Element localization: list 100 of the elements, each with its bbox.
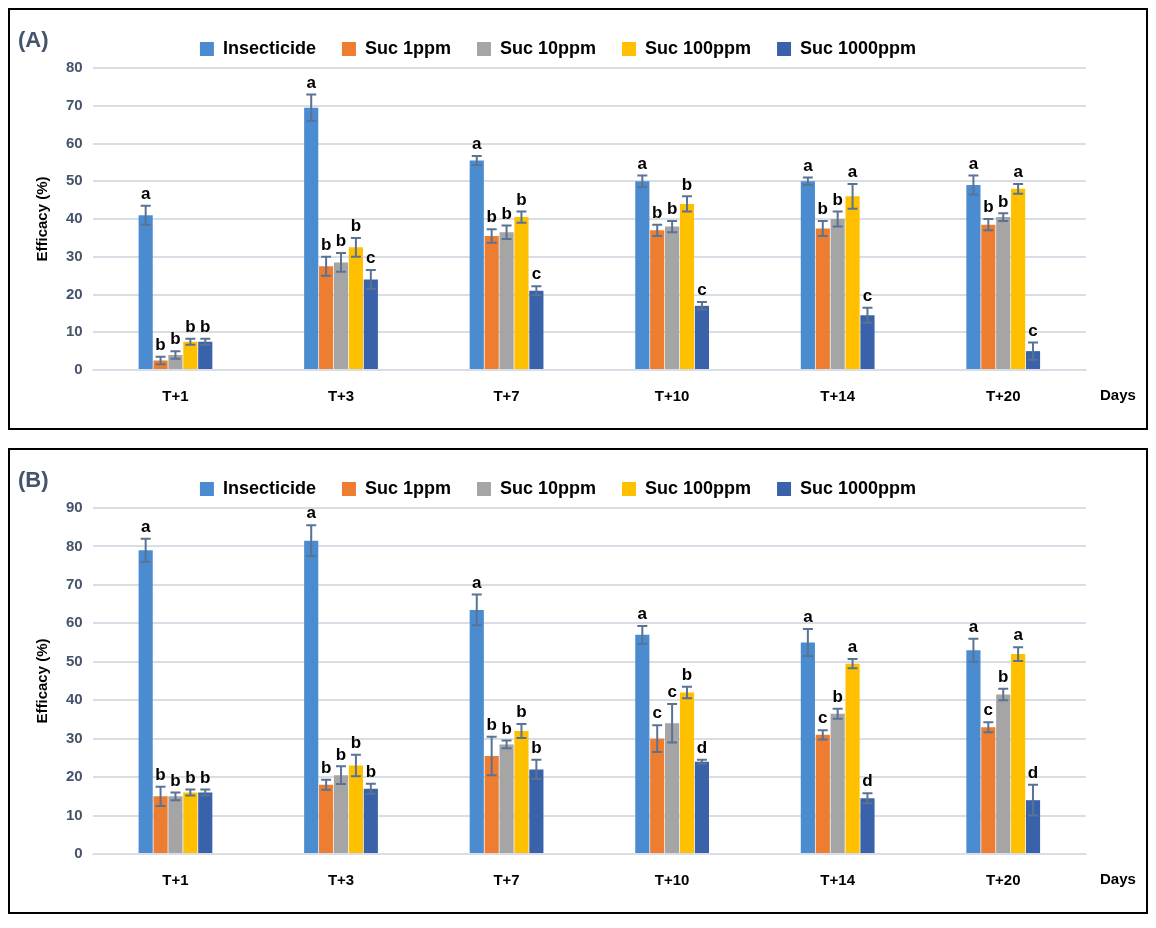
x-tick-label: T+20 xyxy=(985,871,1021,889)
data-label: b xyxy=(170,770,181,790)
y-tick-label: 70 xyxy=(66,575,83,593)
legend-label: Suc 1ppm xyxy=(364,37,451,58)
data-label: a xyxy=(637,604,648,624)
data-label: b xyxy=(350,216,362,236)
data-label: d xyxy=(696,738,708,757)
data-label: c xyxy=(366,248,376,268)
data-label: b xyxy=(817,199,828,219)
data-label: a xyxy=(306,72,317,92)
y-tick-label: 60 xyxy=(66,613,83,631)
y-tick-label: 40 xyxy=(66,209,83,227)
chart-title: (A) xyxy=(18,27,49,53)
data-label: c xyxy=(983,700,994,720)
data-label: b xyxy=(832,686,843,706)
data-label: b xyxy=(200,767,211,787)
y-tick-label: 0 xyxy=(74,844,83,862)
data-label: a xyxy=(803,607,814,627)
y-tick-label: 0 xyxy=(74,360,83,378)
data-label: c xyxy=(531,264,542,284)
y-tick-label: 30 xyxy=(66,246,83,264)
data-label: b xyxy=(516,189,527,209)
x-tick-label: T+20 xyxy=(985,387,1021,405)
data-label: a xyxy=(1013,162,1024,182)
y-axis-title: Efficacy (%) xyxy=(33,638,51,724)
data-label: b xyxy=(365,761,377,781)
y-tick-label: 80 xyxy=(66,58,83,76)
x-axis-title: Days xyxy=(1100,870,1136,888)
data-label: b xyxy=(681,664,693,684)
data-label: a xyxy=(847,637,858,657)
legend-label: Suc 1ppm xyxy=(364,477,451,498)
y-tick-label: 30 xyxy=(66,728,83,746)
data-label: b xyxy=(666,199,678,219)
x-tick-label: T+1 xyxy=(162,387,189,405)
legend-label: Suc 100ppm xyxy=(645,37,752,58)
data-label: c xyxy=(862,285,873,305)
data-label: a xyxy=(637,153,648,173)
data-label: b xyxy=(531,738,542,757)
data-label: a xyxy=(803,155,814,175)
data-label: b xyxy=(998,666,1009,686)
data-label: c xyxy=(818,708,828,728)
data-label: b xyxy=(983,197,994,217)
y-tick-label: 50 xyxy=(66,651,83,669)
data-label: b xyxy=(320,234,332,254)
data-label: a xyxy=(140,183,151,203)
x-tick-label: T+3 xyxy=(327,387,355,405)
x-tick-label: T+7 xyxy=(493,387,520,405)
legend-label: Insecticide xyxy=(222,37,316,58)
y-tick-label: 50 xyxy=(66,171,83,189)
data-label: b xyxy=(486,207,497,227)
x-tick-label: T+10 xyxy=(654,387,690,405)
data-label: b xyxy=(832,189,843,209)
y-tick-label: 40 xyxy=(66,690,83,708)
data-label: a xyxy=(968,616,979,636)
x-tick-label: T+7 xyxy=(493,871,520,889)
x-tick-label: T+1 xyxy=(162,871,189,889)
data-label: a xyxy=(1013,625,1024,645)
y-tick-label: 10 xyxy=(66,805,83,823)
data-label: b xyxy=(155,764,166,784)
data-label: b xyxy=(155,334,166,354)
data-label: b xyxy=(185,767,196,787)
data-label: a xyxy=(306,503,317,523)
data-label: a xyxy=(847,162,858,182)
legend-label: Suc 10ppm xyxy=(499,477,596,498)
data-label: d xyxy=(862,771,873,791)
data-label: b xyxy=(350,733,362,752)
y-tick-label: 20 xyxy=(66,284,83,302)
x-tick-label: T+3 xyxy=(327,871,355,889)
data-label: b xyxy=(516,702,527,722)
x-tick-label: T+14 xyxy=(820,871,856,889)
chart-title: (B) xyxy=(18,467,49,493)
data-label: c xyxy=(667,682,677,702)
legend-label: Suc 100ppm xyxy=(645,477,752,498)
legend-label: Suc 1000ppm xyxy=(800,477,917,498)
y-tick-label: 10 xyxy=(66,322,83,340)
data-label: b xyxy=(681,174,693,194)
y-tick-label: 20 xyxy=(66,767,83,785)
y-tick-label: 60 xyxy=(66,133,83,151)
data-label: a xyxy=(140,516,151,536)
legend-label: Suc 1000ppm xyxy=(800,37,917,58)
data-label: a xyxy=(968,153,979,173)
y-tick-label: 80 xyxy=(66,536,83,554)
data-label: c xyxy=(652,703,662,723)
y-tick-label: 70 xyxy=(66,95,83,113)
data-label: b xyxy=(501,203,512,223)
data-label: b xyxy=(335,231,347,251)
data-label: a xyxy=(472,134,483,154)
data-label: b xyxy=(170,329,181,349)
data-label: b xyxy=(335,744,347,764)
x-tick-label: T+10 xyxy=(654,871,690,889)
data-label: d xyxy=(1027,762,1039,782)
data-label: b xyxy=(501,718,512,738)
data-label: b xyxy=(486,714,497,734)
x-axis-title: Days xyxy=(1100,386,1136,404)
data-label: b xyxy=(185,316,196,336)
data-label: b xyxy=(200,316,211,336)
legend-label: Suc 10ppm xyxy=(499,37,596,58)
legend-label: Insecticide xyxy=(222,477,316,498)
data-label: c xyxy=(1028,320,1038,340)
data-label: c xyxy=(697,280,707,300)
